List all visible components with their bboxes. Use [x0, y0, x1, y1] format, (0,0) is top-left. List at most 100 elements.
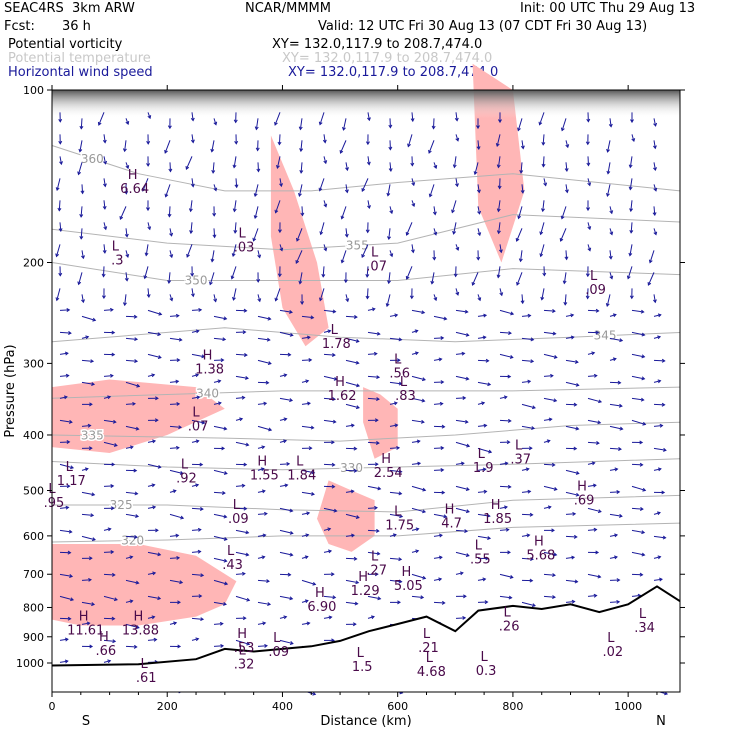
wind-vector-head [113, 597, 118, 602]
wind-vector [59, 463, 75, 470]
wind-vector [521, 313, 532, 318]
wind-vector-head [432, 211, 437, 216]
wind-vector-head [172, 489, 177, 494]
wind-vector-shaft [301, 425, 314, 429]
wind-vector [411, 439, 421, 444]
theta-contour-360 [51, 145, 681, 192]
wind-vector-head [92, 317, 97, 322]
wind-vector [125, 162, 130, 170]
wind-vector-head [168, 168, 173, 173]
wind-vector-head [124, 190, 129, 195]
wind-vector-head [65, 373, 70, 378]
wind-vector-head [295, 260, 300, 265]
wind-vector [301, 599, 309, 604]
wind-vector-head [267, 316, 272, 321]
wind-vector-shaft [257, 601, 271, 605]
wind-vector [191, 506, 204, 511]
wind-vector-head [657, 335, 662, 340]
wind-vector-head [608, 255, 613, 260]
wind-vector [367, 397, 380, 402]
wind-vector [631, 485, 647, 492]
wind-vector-head [462, 396, 467, 401]
terrain-line [51, 585, 681, 667]
wind-vector-shaft [653, 140, 656, 149]
wind-vector-head [392, 533, 397, 538]
wind-vector-shaft [323, 550, 332, 553]
wind-vector-shaft [411, 397, 425, 402]
wind-vector-shaft [411, 528, 419, 531]
wind-vector [235, 506, 248, 511]
wind-vector-head [405, 231, 410, 236]
pv-type-label: H [358, 570, 368, 585]
wind-vector [257, 467, 265, 472]
wind-vector-shaft [279, 331, 293, 336]
wind-vector [499, 309, 515, 316]
wind-vector [648, 250, 655, 264]
wind-vector-shaft [477, 447, 492, 453]
wind-vector [653, 467, 662, 472]
wind-vector-shaft [125, 645, 137, 648]
pv-type-label: L [239, 644, 247, 659]
wind-vector [169, 337, 183, 342]
wind-vector [235, 483, 246, 488]
wind-vector [543, 595, 556, 599]
wind-vector [345, 314, 358, 319]
wind-vector-head [151, 615, 156, 620]
y-tick-label: 900 [23, 631, 44, 644]
wind-vector-head [647, 282, 652, 286]
pv-type-label: L [478, 447, 486, 462]
wind-vector-shaft [565, 336, 574, 339]
wind-vector [477, 294, 482, 302]
wind-vector-head [111, 330, 116, 335]
wind-vector-shaft [213, 645, 224, 647]
wind-vector-head [318, 121, 323, 126]
endpoint-right: N [656, 714, 666, 729]
pv-type-label: L [371, 246, 379, 261]
y-tick-label: 300 [23, 357, 44, 370]
wind-vector-head [420, 419, 425, 424]
wind-vector [609, 578, 621, 583]
wind-vector-shaft [235, 353, 247, 356]
wind-vector [191, 395, 201, 400]
wind-vector-head [190, 183, 195, 188]
wind-vector-head [298, 126, 303, 131]
wind-vector-head [531, 603, 536, 608]
wind-vector [256, 162, 261, 173]
wind-vector-head [129, 599, 134, 604]
wind-vector-shaft [389, 557, 402, 560]
wind-vector-shaft [169, 380, 179, 383]
wind-vector [145, 200, 150, 212]
wind-vector [433, 555, 443, 560]
pv-extremum: L.03 [234, 227, 255, 256]
wind-vector-head [289, 508, 294, 513]
wind-vector [59, 529, 73, 534]
wind-vector [455, 178, 459, 188]
wind-vector-shaft [147, 222, 151, 230]
pv-extremum: L.09 [585, 269, 606, 298]
wind-vector-shaft [301, 402, 311, 405]
wind-vector-head [541, 163, 546, 168]
wind-vector [235, 551, 250, 557]
wind-vector [340, 250, 347, 264]
wind-vector [257, 555, 266, 560]
wind-vector-shaft [631, 309, 644, 313]
wind-vector-head [374, 572, 379, 577]
wind-vector [125, 579, 140, 585]
wind-vector-head [122, 302, 127, 307]
wind-vector [299, 140, 304, 153]
pv-value-label: 13.88 [122, 624, 159, 639]
pv-extremum: L.27 [366, 549, 387, 578]
wind-vector [81, 467, 89, 472]
wind-vector-head [322, 139, 327, 144]
init-time: Init: 00 UTC Thu 29 Aug 13 [520, 1, 696, 16]
pv-type-label: H [577, 480, 587, 495]
wind-vector [279, 483, 289, 488]
wind-vector-shaft [279, 397, 293, 402]
wind-vector-head [327, 329, 332, 334]
wind-vector [343, 272, 348, 284]
wind-vector-head [356, 383, 361, 388]
wind-vector [213, 184, 218, 192]
wind-vector-shaft [103, 244, 106, 253]
wind-vector [59, 156, 63, 166]
